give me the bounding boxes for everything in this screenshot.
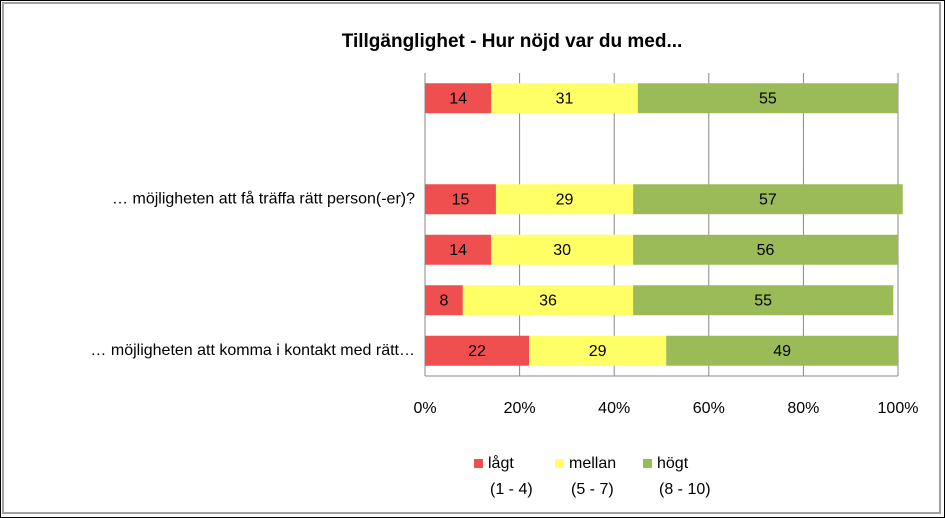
y-tick-label: … möjligheten att komma i kontakt med rä… <box>90 342 415 359</box>
legend-label: lågt (1 - 4) <box>488 454 533 498</box>
legend-label: högt (8 - 10) <box>657 455 711 498</box>
x-tick-label: 40% <box>598 400 630 417</box>
y-tick-label: … möjligheten att få träffa rätt person(… <box>112 189 415 207</box>
bar-segment <box>491 234 634 265</box>
data-label: 8 <box>439 292 448 309</box>
legend-label-line: (8 - 10) <box>659 481 711 498</box>
x-tick-label: 80% <box>787 400 819 417</box>
data-label: 55 <box>754 292 772 309</box>
x-tick-label: 20% <box>504 400 536 417</box>
x-tick-label: 100% <box>878 400 919 417</box>
x-tick-label: 0% <box>413 400 436 417</box>
bar-segment <box>462 285 634 316</box>
data-label: 29 <box>556 191 574 208</box>
data-label: 55 <box>759 90 777 107</box>
bar-segment <box>666 335 898 366</box>
legend-swatch <box>474 459 483 468</box>
bar-segment <box>633 285 894 316</box>
bar-segment <box>495 184 634 215</box>
bar-segment <box>633 234 898 265</box>
data-label: 15 <box>452 191 470 208</box>
bar-segment <box>425 83 492 114</box>
bar-segment <box>529 335 667 366</box>
legend-label-line: (5 - 7) <box>571 481 614 498</box>
chart-title: Tillgänglighet - Hur nöjd var du med... <box>342 31 683 52</box>
legend-swatch <box>643 459 652 468</box>
bar-segment <box>633 184 903 215</box>
data-label: 57 <box>759 191 777 208</box>
bar-segment <box>637 83 898 114</box>
legend-label-line: mellan <box>569 455 616 472</box>
data-label: 14 <box>449 90 467 107</box>
bar-segment <box>425 184 496 215</box>
data-label: 30 <box>553 242 571 259</box>
legend-label-line: högt <box>657 455 689 472</box>
data-label: 36 <box>539 292 557 309</box>
data-label: 56 <box>757 242 775 259</box>
data-label: 29 <box>589 343 607 360</box>
legend-label: mellan (5 - 7) <box>569 455 616 498</box>
x-tick-label: 60% <box>693 400 725 417</box>
data-label: 22 <box>468 343 486 360</box>
bar-segment <box>425 234 492 265</box>
legend-label-line: (1 - 4) <box>490 481 533 498</box>
bar-segment <box>425 285 463 316</box>
legend-swatch <box>555 459 564 468</box>
bar-segment <box>425 335 530 366</box>
legend-label-line: lågt <box>488 454 514 472</box>
data-label: 49 <box>773 343 791 360</box>
data-label: 31 <box>556 90 574 107</box>
bar-segment <box>491 83 638 114</box>
data-label: 14 <box>449 242 467 259</box>
